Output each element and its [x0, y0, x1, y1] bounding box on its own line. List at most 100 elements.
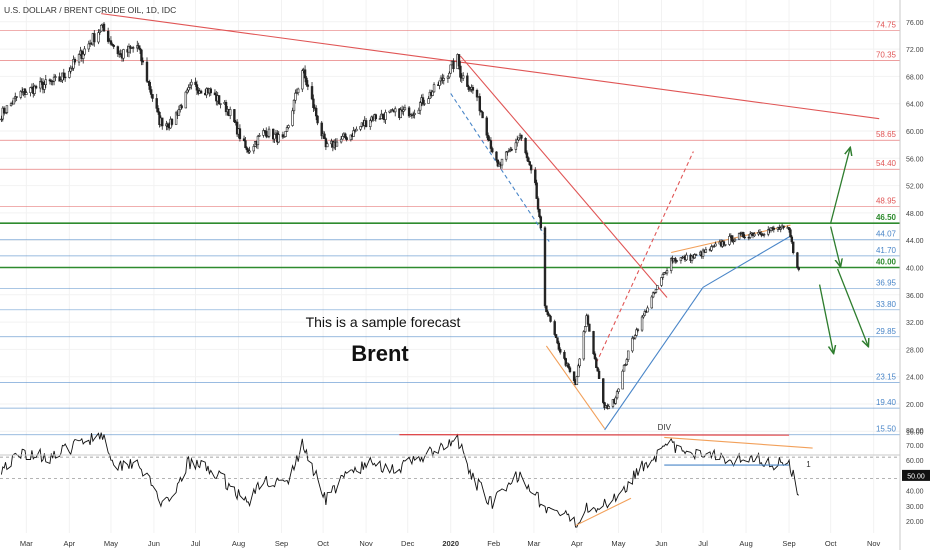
candle-body [487, 135, 489, 140]
candle-body [258, 135, 260, 136]
candle-body [540, 217, 542, 228]
candle-body [742, 232, 744, 237]
candle-body [763, 234, 765, 235]
x-tick-label: Feb [487, 539, 500, 548]
candle-body [346, 138, 348, 140]
rsi-y-tick-label: 40.00 [906, 489, 924, 496]
candle-body [16, 97, 18, 98]
candle-body [796, 253, 798, 268]
candle-body [573, 372, 575, 381]
level-label: 48.95 [876, 196, 897, 205]
rsi-y-tick-label: 60.00 [906, 458, 924, 465]
candle-body [414, 113, 416, 114]
x-tick-label: Jun [655, 539, 667, 548]
y-tick-label: 68.00 [906, 74, 924, 81]
candle-body [505, 152, 507, 159]
candle-body [157, 108, 159, 112]
candle-body [344, 134, 346, 138]
candle-body [186, 90, 188, 92]
candle-body [307, 85, 309, 87]
candle-body [286, 128, 288, 132]
candle-body [773, 228, 775, 229]
candle-body [313, 99, 315, 108]
candle-body [749, 234, 751, 238]
level-label: 58.65 [876, 130, 897, 139]
candle-body [418, 110, 420, 113]
candle-body [674, 259, 676, 261]
candle-body [181, 106, 183, 108]
candle-body [30, 88, 32, 93]
candle-body [637, 330, 639, 331]
candle-body [558, 343, 560, 349]
candle-body [788, 228, 790, 230]
candle-body [443, 78, 445, 80]
rsi-y-tick-label: 30.00 [906, 504, 924, 511]
candle-body [595, 359, 597, 368]
candle-body [123, 49, 125, 58]
candle-body [734, 239, 736, 241]
candle-body [342, 136, 344, 139]
x-tick-label: Oct [317, 539, 330, 548]
candle-body [631, 338, 633, 351]
candle-body [190, 82, 192, 85]
level-label: 33.80 [876, 300, 897, 309]
candle-body [324, 134, 326, 139]
candle-body [382, 114, 384, 116]
candle-body [448, 73, 450, 77]
candle-body [545, 306, 547, 312]
y-tick-label: 20.00 [906, 402, 924, 409]
x-tick-label: Jun [148, 539, 160, 548]
y-tick-label: 32.00 [906, 320, 924, 327]
candle-body [288, 126, 290, 128]
candle-body [428, 99, 430, 104]
candle-body [64, 77, 66, 78]
candle-body [744, 237, 746, 238]
candle-body [404, 108, 406, 110]
candle-body [588, 324, 590, 331]
candle-body [521, 135, 523, 138]
candle-body [138, 46, 140, 49]
x-tick-label: Oct [825, 539, 838, 548]
candle-body [245, 141, 247, 148]
candle-body [661, 277, 663, 285]
candle-body [466, 76, 468, 87]
candle-body [511, 149, 513, 150]
candle-body [634, 335, 636, 338]
candle-body [676, 261, 678, 262]
candle-body [433, 85, 435, 92]
candle-body [482, 112, 484, 118]
candle-body [584, 326, 586, 331]
x-tick-label: Aug [232, 539, 245, 548]
candle-body [525, 138, 527, 153]
candle-body [583, 332, 585, 359]
candle-body [626, 360, 628, 365]
candle-body [113, 45, 115, 46]
candle-body [360, 126, 362, 129]
level-label: 40.00 [876, 258, 897, 267]
candle-body [623, 365, 625, 371]
candle-body [84, 49, 86, 54]
candle-body [196, 85, 198, 91]
x-tick-label: Apr [571, 539, 583, 548]
candle-body [715, 244, 717, 246]
candle-body [200, 91, 202, 93]
candle-body [753, 234, 755, 236]
candle-body [218, 96, 220, 104]
x-tick-label: Sep [782, 539, 795, 548]
x-tick-label: Sep [275, 539, 288, 548]
candle-body [423, 103, 425, 104]
candle-body [526, 153, 528, 158]
y-tick-label: 56.00 [906, 156, 924, 163]
candle-body [647, 308, 649, 312]
candle-body [292, 111, 294, 126]
candle-body [257, 136, 259, 144]
candle-body [695, 255, 697, 256]
candle-body [161, 118, 163, 126]
candle-body [618, 389, 620, 392]
candle-body [210, 89, 212, 93]
candle-body [651, 297, 653, 308]
candle-body [98, 33, 100, 42]
candle-body [460, 66, 462, 77]
level-label: 23.15 [876, 373, 897, 382]
candle-body [790, 230, 792, 237]
